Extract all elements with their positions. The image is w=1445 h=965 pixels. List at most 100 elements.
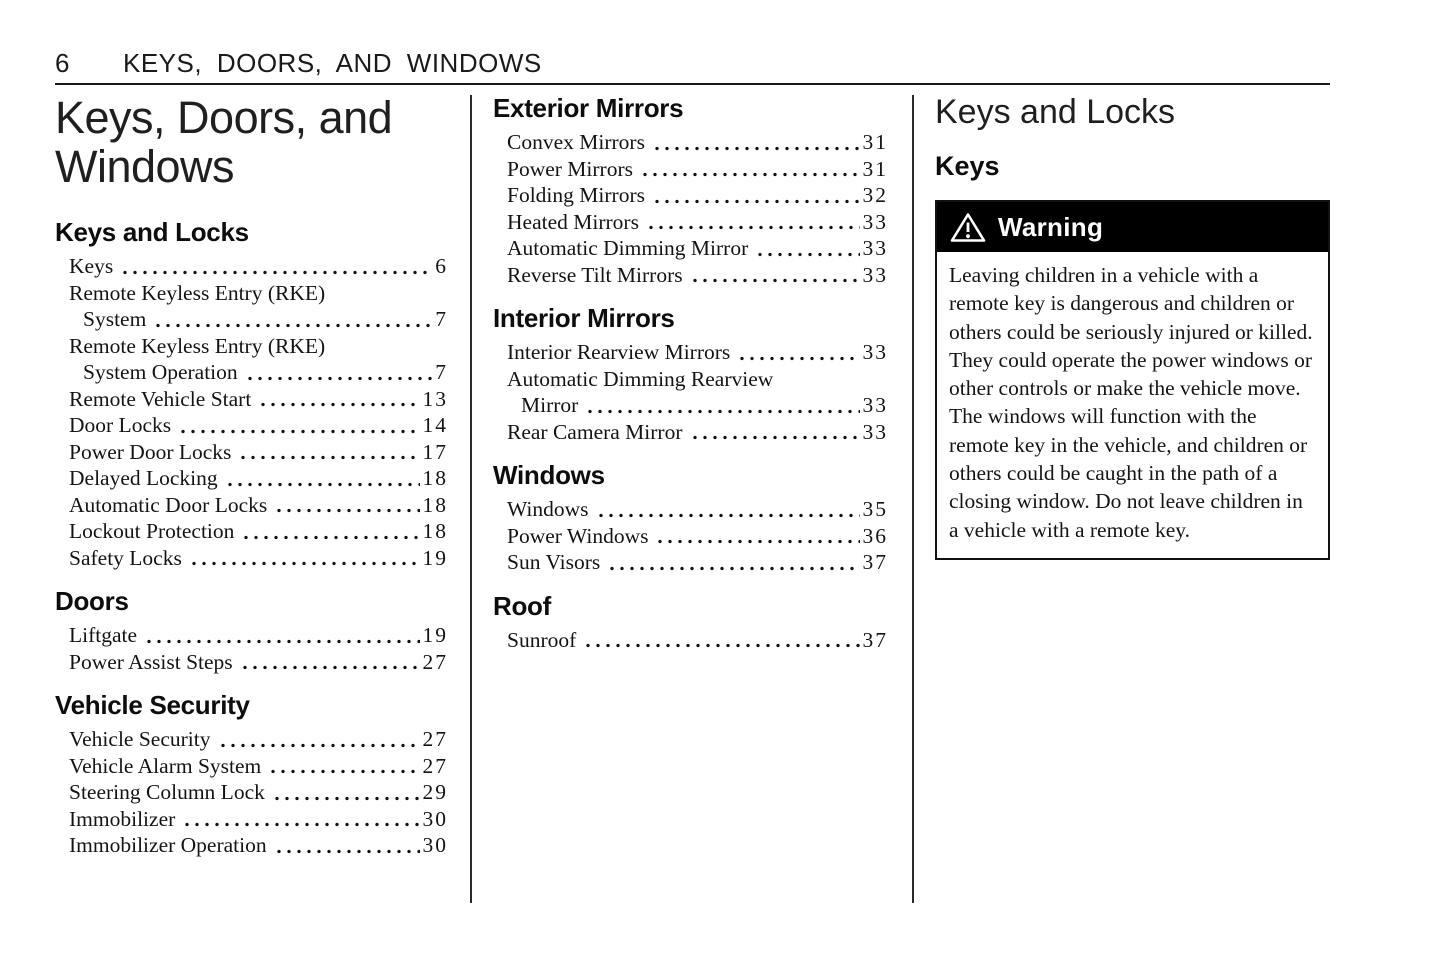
dot-leader: [595, 496, 860, 523]
toc-entry[interactable]: Automatic Door Locks 18: [55, 491, 448, 518]
dot-leader: [268, 752, 420, 779]
toc-entry[interactable]: Windows 35: [493, 496, 888, 523]
toc-section-heading: Roof: [493, 590, 551, 621]
toc-entry[interactable]: Remote Keyless Entry (RKE) System Operati…: [55, 333, 448, 386]
toc-entry-label: Door Locks: [69, 413, 172, 437]
toc-section-heading: Interior Mirrors: [493, 303, 675, 333]
toc-entry[interactable]: Power Mirrors 31: [493, 155, 888, 182]
toc-entry[interactable]: Immobilizer Operation 30: [55, 832, 448, 859]
toc-entry[interactable]: Lockout Protection 18: [55, 518, 448, 545]
toc-entry[interactable]: Sunroof 37: [493, 626, 888, 653]
toc-entry[interactable]: Convex Mirrors 31: [493, 129, 888, 156]
toc-entry[interactable]: Heated Mirrors 33: [493, 208, 888, 235]
toc-entry-label: System Operation: [83, 360, 238, 384]
toc-entry-page: 7: [435, 360, 448, 384]
toc-entry-page: 18: [422, 466, 448, 490]
running-header: 6 KEYS, DOORS, AND WINDOWS: [55, 48, 1330, 79]
toc-entry[interactable]: Delayed Locking 18: [55, 465, 448, 492]
toc-entry[interactable]: Automatic Dimming Rearview Mirror 33: [493, 366, 888, 419]
dot-leader: [585, 392, 860, 419]
toc-entry[interactable]: Remote Vehicle Start 13: [55, 385, 448, 412]
toc-entry-label: Windows: [507, 497, 589, 521]
toc-entry[interactable]: Vehicle Security 27: [55, 726, 448, 753]
toc-entry-page: 33: [862, 209, 888, 234]
dot-leader: [273, 832, 420, 859]
dot-leader: [217, 726, 420, 753]
running-header-title: KEYS, DOORS, AND WINDOWS: [123, 48, 542, 78]
dot-leader: [188, 544, 420, 571]
toc-list-2: Exterior Mirrors Convex Mirrors 31 Power Mi…: [493, 93, 888, 653]
toc-entry-label: Automatic Door Locks: [69, 492, 268, 517]
toc-list-1: Keys and Locks Keys 6 Remote Keyless Entry …: [55, 217, 448, 859]
dot-leader: [655, 522, 860, 549]
toc-entry[interactable]: Immobilizer 30: [55, 805, 448, 832]
toc-entry[interactable]: Power Windows 36: [493, 522, 888, 549]
toc-entry-label: Mirror: [521, 393, 579, 417]
toc-entry[interactable]: Vehicle Alarm System 27: [55, 752, 448, 779]
dot-leader: [640, 155, 860, 182]
toc-entry-label: Steering Column Lock: [69, 780, 265, 804]
toc-entry[interactable]: Steering Column Lock 29: [55, 779, 448, 806]
dot-leader: [144, 622, 420, 649]
toc-section-heading: Vehicle Security: [55, 690, 250, 720]
toc-entry[interactable]: Door Locks 14: [55, 412, 448, 439]
toc-entry[interactable]: Power Door Locks 17: [55, 438, 448, 465]
toc-entry-page: 30: [422, 806, 448, 831]
toc-entry[interactable]: Remote Keyless Entry (RKE) System 7: [55, 280, 448, 333]
toc-entry-label: Power Door Locks: [69, 439, 232, 464]
toc-entry[interactable]: Folding Mirrors 32: [493, 182, 888, 209]
toc-entry[interactable]: Liftgate 19: [55, 622, 448, 649]
dot-leader: [583, 626, 860, 653]
toc-entry-page: 18: [422, 492, 448, 517]
toc-entry-page: 29: [422, 780, 448, 804]
toc-entry[interactable]: Keys 6: [55, 253, 448, 280]
dot-leader: [274, 491, 420, 518]
dot-leader: [689, 261, 860, 288]
toc-entry-label: Power Mirrors: [507, 156, 633, 181]
toc-section: Roof Sunroof 37: [493, 590, 888, 653]
toc-entry-page: 33: [862, 340, 888, 364]
toc-entry-page: 6: [435, 254, 448, 278]
header-rule: [55, 83, 1330, 85]
dot-leader: [607, 549, 860, 576]
toc-entry[interactable]: Safety Locks 19: [55, 544, 448, 571]
toc-entry-page: 37: [862, 550, 888, 574]
toc-entry[interactable]: Automatic Dimming Mirror 33: [493, 235, 888, 262]
toc-entry-label: Interior Rearview Mirrors: [507, 340, 731, 364]
toc-entry-label: Keys: [69, 254, 114, 278]
toc-entry-label: Safety Locks: [69, 545, 182, 570]
toc-entry[interactable]: Interior Rearview Mirrors 33: [493, 339, 888, 366]
toc-column-1: Keys, Doors, and Windows Keys and Locks K…: [55, 93, 448, 859]
toc-section: Keys and Locks Keys 6 Remote Keyless Entry …: [55, 217, 448, 571]
toc-entry-label: Reverse Tilt Mirrors: [507, 262, 683, 287]
dot-leader: [755, 235, 860, 262]
toc-entry-page: 19: [422, 623, 448, 647]
toc-entry[interactable]: Reverse Tilt Mirrors 33: [493, 261, 888, 288]
warning-label: Warning: [998, 211, 1104, 242]
dot-leader: [153, 306, 433, 333]
dot-leader: [244, 359, 433, 386]
section-subtitle: Keys: [935, 151, 1000, 181]
toc-entry-page: 33: [862, 393, 888, 417]
toc-entry[interactable]: Power Assist Steps 27: [55, 648, 448, 675]
toc-entry-page: 31: [862, 130, 888, 154]
toc-entry-label: Remote Keyless Entry (RKE): [69, 280, 326, 305]
toc-entry-label: Rear Camera Mirror: [507, 419, 683, 444]
column-divider-1: [470, 95, 472, 903]
toc-entry-page: 31: [862, 156, 888, 181]
toc-entry[interactable]: Rear Camera Mirror 33: [493, 418, 888, 445]
toc-section-heading: Windows: [493, 460, 605, 490]
toc-entry-label: Lockout Protection: [69, 519, 235, 543]
dot-leader: [178, 412, 420, 439]
toc-entry[interactable]: Sun Visors 37: [493, 549, 888, 576]
column-divider-2: [912, 95, 914, 903]
toc-entry-label: Power Assist Steps: [69, 649, 233, 674]
dot-leader: [224, 465, 420, 492]
toc-entry-label: System: [83, 307, 147, 331]
toc-entry-page: 7: [435, 307, 448, 331]
toc-entry-label: Liftgate: [69, 623, 138, 647]
toc-entry-page: 30: [422, 833, 448, 857]
toc-entry-page: 36: [862, 523, 888, 548]
toc-section-heading: Exterior Mirrors: [493, 93, 684, 123]
content-column: Keys and Locks Keys Warning Leaving chil…: [935, 93, 1330, 560]
